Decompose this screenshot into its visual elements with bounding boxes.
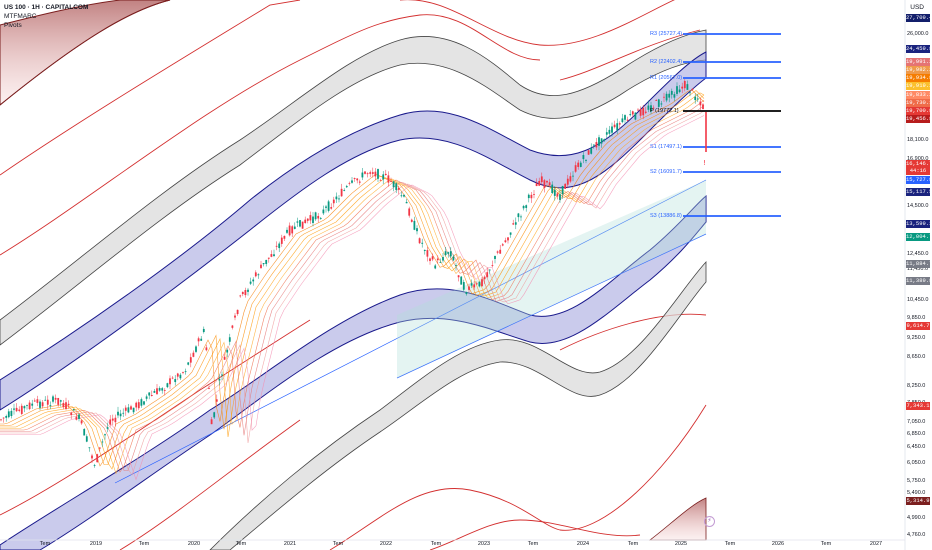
pivot-label-p: P (19772.1) [650,108,679,114]
indicator-mtfmarc[interactable]: MTFMARC [4,13,37,20]
pivot-lines [683,33,781,217]
measure-zone [397,180,706,378]
currency-label[interactable]: USD [910,4,924,11]
y-axis-label: 9,850.0 [907,315,926,321]
lower-blue-band [0,194,707,550]
y-axis-label: 12,450.0 [907,251,929,257]
x-axis-label: 2022 [379,541,393,547]
pivot-label-r1: R1 (20567.0) [650,75,683,81]
x-axis-label: Tem [39,541,51,547]
x-axis-label: 2020 [187,541,201,547]
price-tag: 19,456.8 [906,115,932,123]
x-axis-label: Tem [820,541,832,547]
red-envelope-lines [0,0,707,550]
y-axis-label: 4,760.0 [907,532,926,538]
chart-legend: US 100 · 1H · CAPITALCOM MTFMARC Pivots [4,3,88,30]
pivot-label-r2: R2 (22402.4) [650,59,683,65]
trendline-upper [396,233,707,379]
price-tag: 19,919.3 [906,82,932,90]
y-axis-label: 11,450.0 [907,266,929,272]
pivot-label-s2: S2 (16091.7) [650,169,682,175]
price-tag: 9,614.7 [906,322,930,330]
y-axis-label: 8,250.0 [907,383,926,389]
y-axis-label: 5,490.0 [907,490,926,496]
svg-text:!: ! [703,159,706,167]
price-tag: 19,700.8 [906,107,932,115]
price-tag: 13,599.3 [906,220,932,228]
indicator-pivots[interactable]: Pivots [4,22,22,29]
x-axis-label: 2027 [869,541,883,547]
lower-gray-band [209,260,707,550]
y-axis-label: 7,050.0 [907,419,926,425]
x-axis-label: Tem [627,541,639,547]
y-axis-label: 18,100.0 [907,137,929,143]
x-axis-label: 2024 [576,541,590,547]
pivot-label-s3: S3 (13886.8) [650,213,682,219]
price-tag: 11,884.7 [906,260,932,268]
price-tag: 27,709.4 [906,14,932,22]
y-axis-label: 8,650.0 [907,354,926,360]
price-tag: 16,146.7 [906,160,932,168]
price-tag: 5,314.9 [906,497,930,505]
price-tag: 7,343.1 [906,402,930,410]
y-axis-label: 16,900.0 [907,156,929,162]
y-axis-label: 9,250.0 [907,335,926,341]
y-axis-label: 14,500.0 [907,203,929,209]
price-tag: 44:16 [906,167,930,175]
x-axis-label: 2021 [283,541,297,547]
x-axis-label: Tem [430,541,442,547]
trendline-lower [114,179,707,484]
y-axis-label: 4,990.0 [907,515,926,521]
candlesticks [0,79,704,468]
price-tag: 15,727.8 [906,176,932,184]
y-axis-label: 5,750.0 [907,478,926,484]
x-axis-label: 2019 [89,541,103,547]
y-axis-label: 26,000.0 [907,31,929,37]
price-tag: 11,389.8 [906,277,932,285]
pivot-label-r3: R3 (25727.4) [650,31,683,37]
x-axis-label: 2025 [674,541,688,547]
x-axis-label: Tem [332,541,344,547]
price-tag: 19,991.2 [906,58,932,66]
pivot-label-s1: S1 (17497.1) [650,144,682,150]
symbol-title[interactable]: US 100 · 1H · CAPITALCOM [4,4,89,11]
x-axis-label: Tem [235,541,247,547]
price-tag: 19,934.8 [906,74,932,82]
price-tag: 15,117.5 [906,188,932,196]
price-tag: 19,982.2 [906,66,932,74]
price-tag: 19,833.2 [906,91,932,99]
ma-ribbon [0,89,705,481]
y-axis-label: 6,050.0 [907,460,926,466]
x-axis-label: Tem [527,541,539,547]
y-axis-label: 6,850.0 [907,431,926,437]
lower-red-band [648,497,707,541]
x-axis-label: Tem [724,541,736,547]
x-axis-label: 2026 [771,541,785,547]
upper-gray-band [0,29,707,346]
price-tag: 19,730.1 [906,99,932,107]
price-tag: 24,459.8 [906,45,932,53]
price-tag: 12,004.7 [906,233,932,241]
x-axis-label: Tem [138,541,150,547]
y-axis-label: 6,450.0 [907,444,926,450]
x-axis-label: 2023 [477,541,491,547]
tradingview-logo-icon[interactable]: ⚡ [704,516,715,527]
y-axis-label: 10,450.0 [907,297,929,303]
